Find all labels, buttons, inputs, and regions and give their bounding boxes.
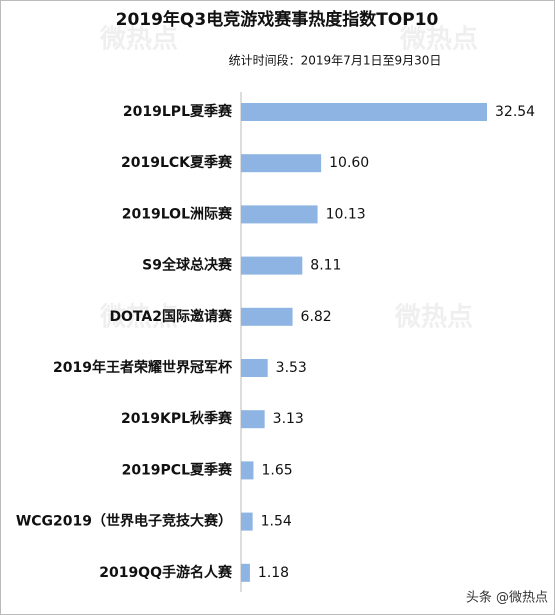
category-label: 2019QQ手游名人赛: [99, 564, 233, 581]
category-label: 2019KPL秋季赛: [121, 410, 233, 427]
category-label: 2019LPL夏季赛: [123, 103, 233, 120]
bar: [241, 563, 250, 582]
bar: [241, 461, 254, 480]
bar: [241, 410, 265, 429]
bar: [241, 154, 322, 173]
value-label: 10.13: [326, 206, 366, 222]
value-label: 3.13: [273, 411, 304, 427]
bar: [241, 256, 303, 275]
value-label: 3.53: [276, 360, 307, 376]
category-label: 2019PCL夏季赛: [122, 461, 233, 478]
category-label: 2019年王者荣耀世界冠军杯: [53, 359, 233, 376]
watermark: 微热点: [399, 24, 478, 55]
category-label: 2019LCK夏季赛: [121, 154, 233, 171]
category-label: WCG2019（世界电子竞技大赛）: [16, 513, 232, 530]
watermark: 微热点: [394, 302, 473, 333]
value-label: 10.60: [329, 155, 369, 171]
source: 头条 @微热点: [466, 590, 548, 606]
category-label: S9全球总决赛: [142, 257, 233, 274]
bar: [241, 512, 253, 531]
value-label: 6.82: [301, 309, 332, 325]
chart-title: 2019年Q3电竞游戏赛事热度指数TOP10: [116, 9, 439, 30]
value-label: 32.54: [495, 104, 535, 120]
bar: [241, 205, 318, 224]
watermark: 微热点: [99, 24, 178, 55]
chart-subtitle: 统计时间段：2019年7月1日至9月30日: [229, 53, 442, 68]
category-label: 2019LOL洲际赛: [122, 205, 233, 222]
bar: [241, 307, 293, 326]
value-label: 8.11: [310, 258, 341, 274]
bar: [241, 359, 268, 377]
value-label: 1.54: [261, 514, 292, 530]
value-label: 1.18: [258, 565, 289, 581]
bar: [241, 103, 487, 121]
category-label: DOTA2国际邀请赛: [109, 308, 233, 325]
value-label: 1.65: [261, 462, 292, 478]
watermark: 微热点: [99, 302, 178, 333]
